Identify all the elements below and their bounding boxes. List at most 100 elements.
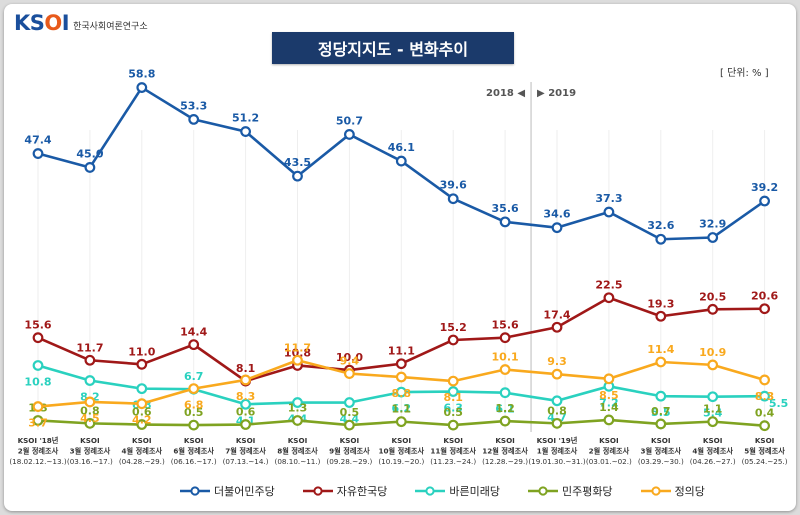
data-label: 0.8: [80, 404, 100, 417]
data-point: [395, 386, 407, 398]
series-0: 47.4 45.0 58.8 53.3 51.2 43.5 50.7 46.1 39.6 35.6…: [24, 68, 778, 245]
data-point: [292, 397, 303, 408]
logo-subtitle: 한국사회여론연구소: [73, 22, 148, 32]
data-point: [603, 414, 615, 426]
category-label-line: KSOI: [132, 436, 152, 445]
category-label-line: KSOI: [184, 436, 204, 445]
category-label: KSOI 7월 정례조사 (07.13.~14.): [223, 436, 269, 466]
logo-mark: KSOI: [14, 11, 70, 35]
data-label: 14.4: [180, 326, 207, 339]
data-point: [655, 390, 667, 402]
category-label-line: 4월 정례조사: [692, 447, 733, 456]
category-label-line: KSOI: [703, 436, 723, 445]
data-point: [759, 374, 770, 386]
data-point: [292, 170, 303, 182]
legend-swatch: [640, 486, 671, 496]
category-label-line: (10.19.~20.): [378, 457, 424, 466]
data-label: 1.1: [703, 403, 723, 416]
category-label-line: 2월 정례조사: [18, 447, 59, 456]
category-label-line: (07.13.~14.): [223, 457, 269, 466]
data-point: [344, 368, 355, 379]
data-label: 50.7: [336, 114, 363, 127]
data-point: [395, 371, 407, 383]
legend-item: 더불어민주당: [180, 483, 275, 499]
category-label-line: KSOI: [495, 436, 515, 445]
data-label: 4.5: [80, 412, 100, 425]
category-label-line: 3월 정례조사: [70, 447, 111, 456]
data-point: [84, 396, 96, 408]
data-label: 32.9: [699, 218, 726, 231]
data-point: [136, 398, 148, 410]
data-label: 1.4: [599, 401, 619, 414]
category-label-line: KSOI: [80, 436, 100, 445]
category-label: KSOI 4월 정례조사 (04.28.~29.): [119, 436, 165, 466]
data-label: 4.2: [132, 414, 152, 427]
data-label: 15.2: [440, 321, 467, 334]
legend-swatch: [302, 486, 333, 496]
data-point: [292, 415, 303, 426]
data-label: 6.7: [184, 370, 204, 383]
category-label-line: KSOI: [392, 436, 412, 445]
data-label: 4.4: [340, 413, 360, 426]
data-label: 22.5: [595, 279, 622, 292]
data-label: 35.6: [492, 202, 519, 215]
data-label: 3.7: [28, 417, 48, 430]
data-label: 10.8: [284, 346, 311, 359]
data-point: [240, 126, 252, 137]
category-label-line: (03.16.~17.): [67, 457, 113, 466]
data-label: 0.6: [132, 406, 152, 419]
category-label-line: 6월 정례조사: [173, 447, 214, 456]
category-label-line: 7월 정례조사: [225, 447, 266, 456]
data-point: [603, 206, 615, 218]
data-label: 11.7: [76, 341, 103, 354]
data-label: 17.4: [543, 308, 570, 321]
data-point: [603, 373, 615, 385]
data-point: [499, 387, 511, 399]
data-point: [395, 358, 407, 370]
data-label: 53.3: [180, 99, 207, 112]
category-label-line: (03.01.~02.): [586, 457, 632, 466]
data-label: 8.5: [599, 389, 619, 402]
data-point: [707, 359, 719, 371]
data-point: [136, 358, 148, 370]
legend-label: 바른미래당: [449, 485, 500, 498]
category-label-line: KSOI: [651, 436, 671, 445]
data-label: 20.5: [699, 290, 726, 303]
data-label: 39.6: [440, 179, 467, 192]
data-point: [84, 375, 96, 386]
data-label: 1.2: [495, 402, 515, 415]
legend-label: 자유한국당: [336, 485, 388, 498]
data-label: 5.5: [769, 397, 789, 410]
data-point: [32, 332, 44, 344]
data-point: [136, 383, 148, 395]
category-label-line: 12월 정례조사: [482, 447, 528, 456]
data-label: 47.4: [24, 134, 51, 147]
category-label-line: KSOI: [755, 436, 775, 445]
data-point: [447, 375, 459, 387]
category-label: KSOI '19년 1월 정례조사 (19.01.30.~31.): [528, 436, 586, 466]
data-label: 11.7: [284, 341, 311, 354]
category-label-line: KSOI: [443, 436, 463, 445]
data-point: [188, 383, 200, 395]
data-point: [655, 310, 667, 322]
category-label: KSOI 6월 정례조사 (06.16.~17.): [171, 436, 217, 466]
data-label: 19.3: [647, 297, 674, 310]
divider-label-2019: ▶ 2019: [537, 88, 576, 99]
data-point: [136, 419, 148, 430]
data-point: [551, 222, 563, 234]
data-point: [84, 417, 96, 429]
data-label: 39.2: [751, 181, 778, 194]
series-3: 1.30.80.60.50.61.30.51.10.51.20.81.40.71…: [28, 401, 775, 432]
ksoi-logo: KSOI 한국사회여론연구소: [14, 10, 148, 36]
data-point: [551, 321, 563, 333]
data-label: 32.6: [647, 219, 674, 232]
data-label: 5.5: [651, 406, 671, 419]
category-label: KSOI 9월 정례조사 (09.28.~29.): [326, 436, 372, 466]
category-label-line: KSOI: [599, 436, 619, 445]
data-label: 10.1: [492, 351, 519, 364]
data-label: 11.4: [647, 343, 674, 356]
data-point: [240, 374, 252, 386]
chart-title: 정당지지도 - 변화추이: [272, 32, 514, 64]
data-point: [447, 386, 459, 397]
